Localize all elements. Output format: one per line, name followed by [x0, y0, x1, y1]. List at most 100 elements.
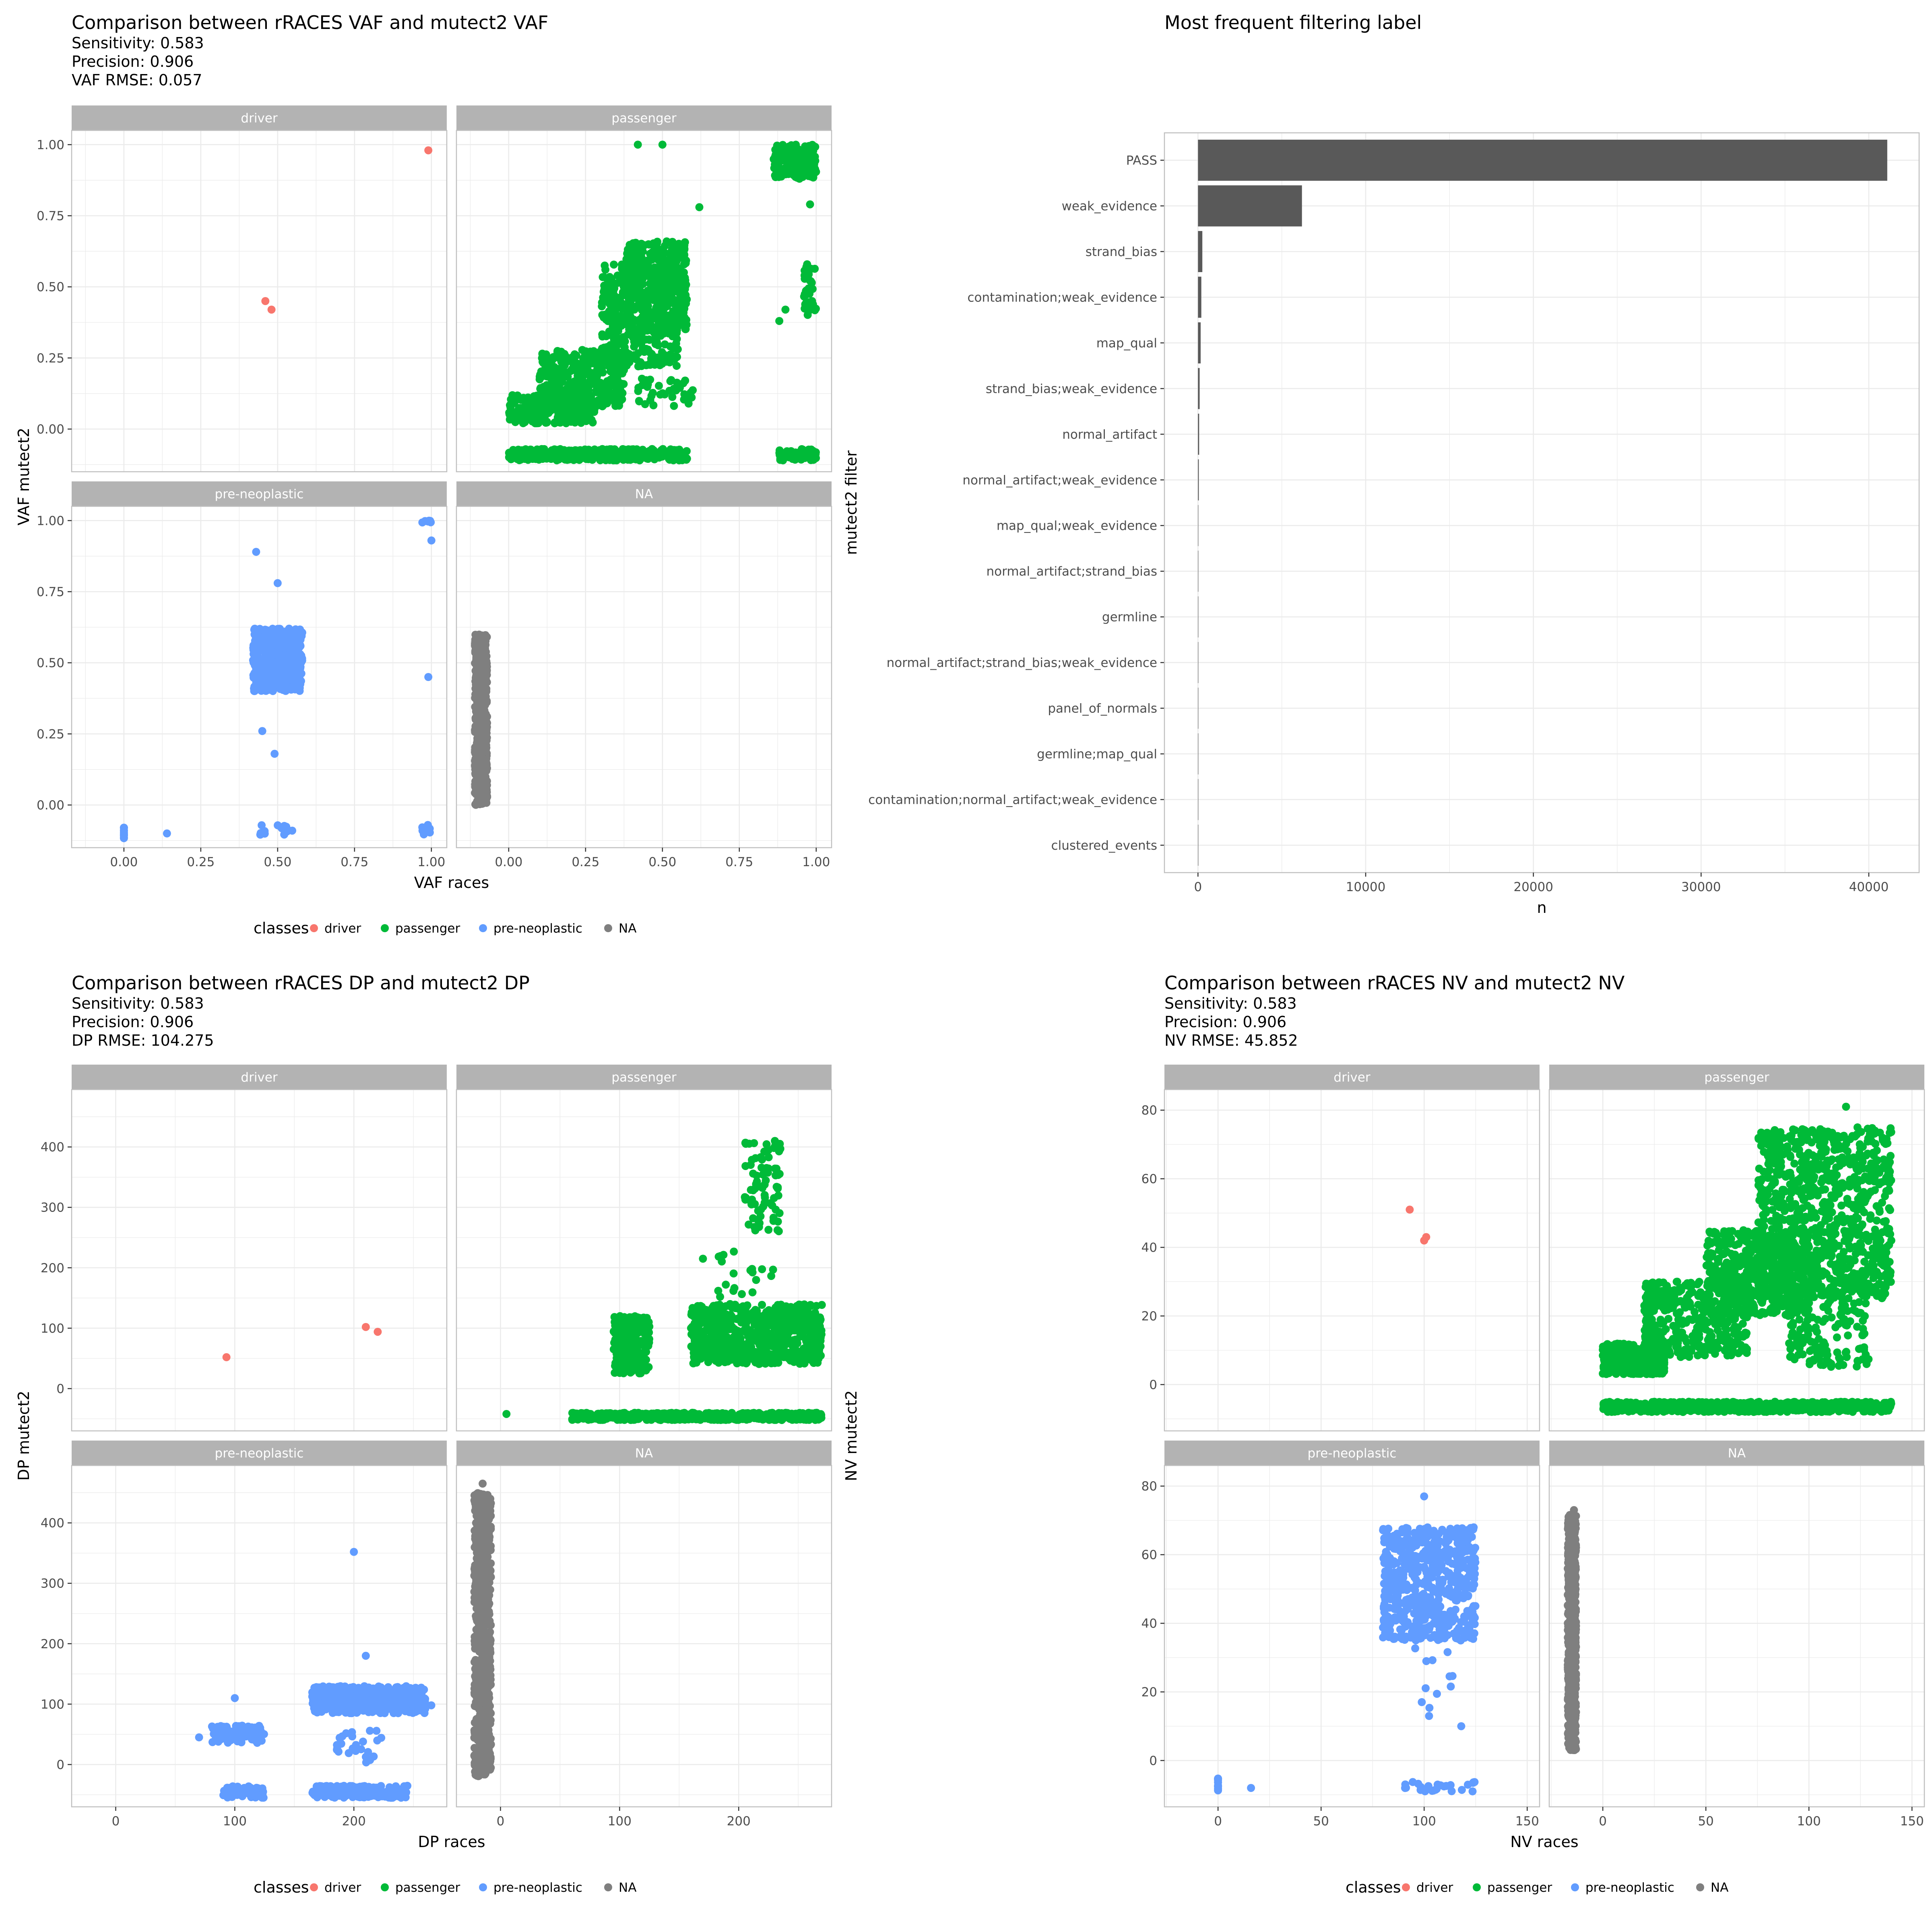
data-point-pre-neoplastic [293, 642, 301, 651]
chart-vaf: Comparison between rRACES VAF and mutect… [15, 12, 832, 937]
data-point-passenger [780, 1341, 788, 1350]
x-tick-label: 0.50 [648, 855, 676, 869]
y-tick-label: normal_artifact [1062, 427, 1157, 442]
data-point-NA [483, 733, 491, 742]
data-point-passenger [519, 419, 527, 427]
data-point-passenger [587, 376, 596, 384]
bar-normal_artifact;weak_evidence [1198, 459, 1199, 501]
data-point-passenger [642, 451, 651, 459]
data-point-passenger [694, 1356, 702, 1364]
data-point-passenger [791, 159, 799, 168]
data-point-passenger [594, 396, 603, 405]
data-point-pre-neoplastic [271, 640, 279, 648]
data-point-passenger [791, 1345, 800, 1354]
data-point-passenger [646, 376, 654, 384]
bar-map_qual [1198, 322, 1201, 363]
data-point-pre-neoplastic [269, 668, 277, 677]
data-point-NA [472, 777, 480, 785]
data-point-passenger [714, 1353, 722, 1362]
x-axis-label: VAF races [414, 874, 489, 892]
data-point-passenger [519, 450, 527, 459]
y-tick-label: map_qual;weak_evidence [997, 519, 1157, 533]
y-tick-label: clustered_events [1051, 838, 1157, 853]
facet-panel-passenger: passenger [456, 105, 832, 473]
facet-strip-label: driver [241, 1070, 277, 1085]
data-point-NA [475, 657, 483, 666]
data-point-passenger [626, 314, 634, 322]
bar-PASS [1198, 140, 1887, 181]
data-point-driver [261, 297, 270, 305]
data-point-passenger [611, 353, 619, 362]
data-point-passenger [650, 263, 659, 272]
y-tick-label: 1.00 [37, 514, 64, 528]
data-point-passenger [646, 273, 654, 282]
data-point-passenger [646, 396, 654, 405]
data-point-passenger [535, 409, 544, 418]
data-point-passenger [617, 1344, 626, 1352]
data-point-passenger [637, 1361, 646, 1369]
data-point-passenger [572, 452, 580, 460]
data-point-passenger [658, 140, 667, 149]
x-axis-label: n [1537, 899, 1546, 916]
data-point-passenger [632, 1319, 640, 1327]
data-point-passenger [505, 409, 514, 417]
data-point-passenger [572, 358, 580, 367]
data-point-passenger [633, 445, 641, 454]
data-point-pre-neoplastic [258, 821, 266, 830]
data-point-NA [474, 768, 483, 776]
data-point-passenger [679, 249, 688, 258]
data-point-passenger [802, 151, 811, 159]
data-point-passenger [788, 448, 796, 456]
data-point-pre-neoplastic [421, 517, 429, 525]
data-point-passenger [803, 311, 812, 319]
data-point-pre-neoplastic [272, 629, 280, 638]
y-tick-label: 0 [56, 1382, 64, 1396]
data-point-passenger [605, 327, 613, 336]
data-point-passenger [556, 419, 564, 427]
chart-filter: Most frequent filtering labelPASSweak_ev… [842, 12, 1920, 916]
data-point-NA [477, 756, 485, 764]
data-point-passenger [570, 391, 579, 399]
facet-strip [456, 105, 832, 130]
y-tick-label: 400 [41, 1140, 64, 1155]
chart-subtitle-line: DP RMSE: 104.275 [72, 1032, 214, 1049]
points-group [505, 140, 820, 464]
data-point-passenger [781, 170, 790, 178]
data-point-passenger [568, 416, 577, 425]
data-point-passenger [672, 386, 680, 394]
data-point-pre-neoplastic [281, 687, 290, 695]
data-point-passenger [561, 358, 570, 367]
y-tick-label: germline;map_qual [1037, 747, 1157, 762]
y-tick-label: normal_artifact;weak_evidence [962, 473, 1157, 487]
data-point-passenger [775, 449, 784, 457]
data-point-passenger [681, 1414, 689, 1423]
data-point-passenger [640, 1313, 648, 1322]
facet-strip-label: passenger [611, 111, 676, 126]
data-point-passenger [656, 258, 664, 266]
data-point-passenger [648, 389, 657, 397]
data-point-passenger [659, 301, 667, 310]
data-point-pre-neoplastic [262, 687, 270, 695]
data-point-passenger [611, 1362, 619, 1370]
data-point-NA [475, 691, 483, 699]
data-point-passenger [800, 1300, 809, 1309]
data-point-pre-neoplastic [261, 640, 269, 648]
data-point-passenger [780, 1329, 788, 1337]
data-point-passenger [775, 317, 784, 325]
data-point-passenger [606, 281, 615, 290]
data-point-passenger [802, 287, 810, 295]
data-point-passenger [551, 378, 559, 387]
data-point-passenger [579, 361, 588, 370]
data-point-NA [482, 745, 490, 753]
panel-background [72, 130, 447, 472]
data-point-passenger [694, 1308, 702, 1317]
data-point-pre-neoplastic [277, 679, 285, 688]
data-point-pre-neoplastic [252, 548, 260, 556]
data-point-passenger [517, 404, 525, 412]
data-point-passenger [574, 400, 583, 409]
chart-subtitle-line: VAF RMSE: 0.057 [72, 71, 202, 89]
data-point-passenger [678, 294, 686, 302]
data-point-passenger [654, 382, 663, 390]
facet-strip [72, 105, 447, 130]
chart-subtitle-line: Precision: 0.906 [72, 1013, 194, 1031]
